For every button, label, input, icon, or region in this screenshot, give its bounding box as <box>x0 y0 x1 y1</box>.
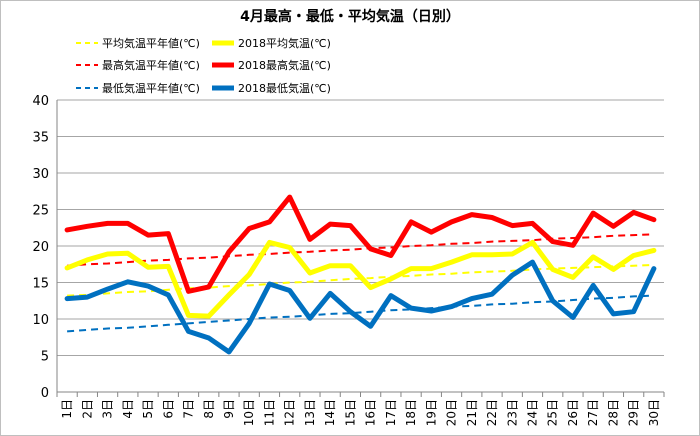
x-tick-label: 17日 <box>384 399 398 426</box>
x-tick-label: 19日 <box>424 399 438 426</box>
x-tick-label: 24日 <box>525 399 539 426</box>
series-line-1 <box>64 239 657 319</box>
x-tick-label: 10日 <box>242 399 256 426</box>
legend: 平均気温平年値(℃) 2018平均気温(℃) 最高気温平年値(℃) 2018最高気温(… <box>76 36 331 95</box>
x-tick-label: 29日 <box>627 399 641 426</box>
legend-label: 最低気温平年値(℃) <box>102 81 200 95</box>
y-tick-label: 10 <box>32 313 49 328</box>
x-tick-label: 2日 <box>80 399 94 419</box>
x-tick-label: 3日 <box>101 399 115 419</box>
y-tick-label: 35 <box>32 131 49 146</box>
legend-label: 平均気温平年値(℃) <box>102 36 200 50</box>
legend-label: 2018最高気温(℃) <box>238 58 331 72</box>
series-line-4 <box>67 294 654 333</box>
x-tick-label: 4日 <box>121 399 135 419</box>
series-line-5 <box>64 259 657 355</box>
x-tick-label: 1日 <box>60 399 74 419</box>
y-axis-ticks: 0 5 10 15 20 25 30 35 40 <box>32 94 49 401</box>
x-tick-label: 6日 <box>161 399 175 419</box>
x-tick-label: 28日 <box>606 399 620 426</box>
y-tick-label: 15 <box>32 277 49 292</box>
y-tick-label: 0 <box>41 386 49 401</box>
chart-title: 4月最高・最低・平均気温（日別） <box>240 8 460 25</box>
x-tick-label: 5日 <box>141 399 155 419</box>
legend-label: 最高気温平年値(℃) <box>102 58 200 72</box>
y-tick-label: 40 <box>32 94 49 109</box>
x-tick-label: 16日 <box>364 399 378 426</box>
legend-label: 2018最低気温(℃) <box>238 81 331 95</box>
x-tick-label: 9日 <box>222 399 236 419</box>
series-line-3 <box>64 194 657 294</box>
x-tick-label: 22日 <box>485 399 499 426</box>
x-tick-label: 20日 <box>445 399 459 426</box>
series-line-2 <box>67 233 654 267</box>
x-tick-label: 11日 <box>262 399 276 426</box>
x-tick-label: 8日 <box>202 399 216 419</box>
x-tick-label: 14日 <box>323 399 337 426</box>
x-tick-label: 30日 <box>647 399 661 426</box>
x-tick-label: 7日 <box>182 399 196 419</box>
x-tick-label: 23日 <box>505 399 519 426</box>
x-tick-label: 13日 <box>303 399 317 426</box>
x-tick-label: 18日 <box>404 399 418 426</box>
x-axis-ticks: 1日 2日 3日 4日 5日 6日 7日 8日 9日 10日 11日 12日 13日 14日 15日 16日 1… <box>56 392 665 426</box>
x-tick-label: 25日 <box>546 399 560 426</box>
y-tick-label: 30 <box>32 167 49 182</box>
x-tick-label: 15日 <box>343 399 357 426</box>
x-tick-label: 21日 <box>465 399 479 426</box>
y-tick-label: 5 <box>41 350 49 365</box>
x-tick-label: 27日 <box>586 399 600 426</box>
x-tick-label: 12日 <box>283 399 297 426</box>
series-group <box>64 194 657 355</box>
y-tick-label: 20 <box>32 240 49 255</box>
legend-label: 2018平均気温(℃) <box>238 36 331 50</box>
x-tick-label: 26日 <box>566 399 580 426</box>
y-tick-label: 25 <box>32 204 49 219</box>
